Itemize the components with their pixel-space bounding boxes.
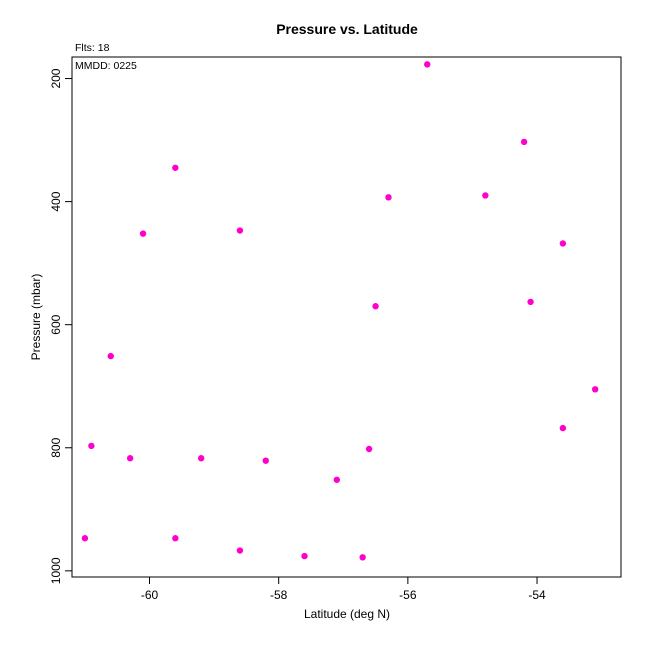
data-point bbox=[559, 424, 567, 432]
data-point bbox=[236, 547, 244, 554]
y-tick-label: 200 bbox=[49, 68, 63, 88]
data-point bbox=[107, 352, 114, 360]
date-annotation: MMDD: 0225 bbox=[75, 60, 137, 72]
data-point bbox=[139, 230, 147, 237]
y-axis-label: Pressure (mbar) bbox=[29, 274, 43, 361]
x-axis-label: Latitude (deg N) bbox=[304, 607, 390, 621]
data-point bbox=[333, 476, 341, 483]
data-point bbox=[172, 535, 179, 542]
data-point bbox=[424, 61, 431, 68]
data-point bbox=[197, 455, 205, 462]
x-tick-label: -54 bbox=[528, 588, 546, 602]
data-point bbox=[372, 303, 379, 310]
data-point bbox=[591, 386, 599, 393]
y-tick-label: 1000 bbox=[49, 557, 63, 584]
chart-title: Pressure vs. Latitude bbox=[276, 21, 418, 37]
flights-annotation: Flts: 18 bbox=[75, 42, 110, 54]
data-points bbox=[81, 61, 599, 561]
data-point bbox=[365, 445, 373, 453]
plot-frame bbox=[71, 56, 622, 578]
x-tick-label: -56 bbox=[399, 588, 417, 602]
data-point bbox=[81, 535, 89, 542]
x-axis: -60 -58 -56 -54 bbox=[141, 576, 546, 602]
data-point bbox=[527, 298, 534, 306]
data-point bbox=[301, 552, 308, 560]
data-point bbox=[236, 227, 244, 234]
data-point bbox=[385, 194, 392, 201]
data-point bbox=[262, 457, 269, 464]
y-tick-label: 400 bbox=[49, 191, 63, 211]
data-point bbox=[482, 192, 489, 199]
x-tick-label: -60 bbox=[141, 588, 159, 602]
data-point bbox=[88, 442, 95, 450]
data-point bbox=[559, 240, 567, 247]
x-tick-label: -58 bbox=[270, 588, 288, 602]
y-tick-label: 600 bbox=[49, 314, 63, 334]
data-point bbox=[172, 164, 179, 171]
data-point bbox=[359, 554, 366, 561]
y-tick-label: 800 bbox=[49, 437, 63, 457]
y-axis: 200 400 600 800 1000 bbox=[49, 68, 73, 584]
data-point bbox=[126, 455, 134, 462]
data-point bbox=[520, 138, 528, 146]
